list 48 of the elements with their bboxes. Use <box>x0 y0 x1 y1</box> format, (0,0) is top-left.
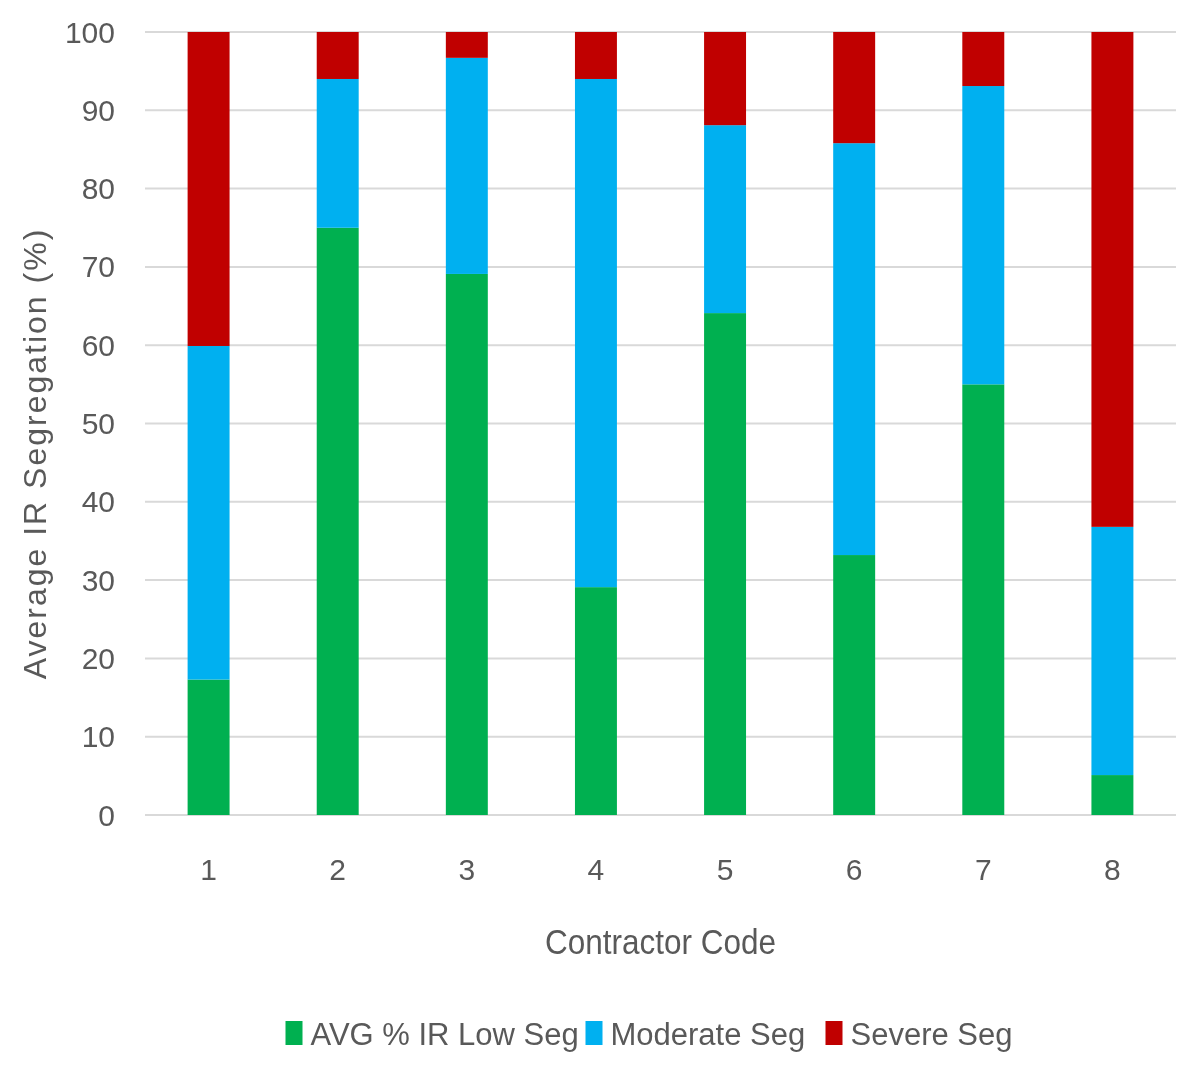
bar <box>316 78 359 228</box>
x-tick-label: 6 <box>845 853 863 886</box>
x-tick-label: 1 <box>200 853 217 886</box>
bar <box>574 587 617 815</box>
x-tick-label: 2 <box>329 853 347 886</box>
bar <box>833 143 876 556</box>
bar <box>1091 526 1134 776</box>
x-axis-title: Contractor Code <box>544 922 777 962</box>
bar <box>445 273 488 815</box>
y-tick-label: 0 <box>98 798 115 832</box>
y-tick-label: 60 <box>81 328 115 362</box>
bar <box>316 32 359 79</box>
bar <box>704 32 747 126</box>
bar <box>187 679 230 815</box>
bar <box>962 384 1005 815</box>
y-tick-label: 90 <box>81 93 115 127</box>
bar <box>187 32 230 346</box>
bar <box>574 78 617 588</box>
y-tick-label: 20 <box>81 641 115 675</box>
bar <box>316 227 359 815</box>
y-tick-label: 40 <box>81 485 115 519</box>
bar <box>962 32 1005 87</box>
bar <box>574 32 617 79</box>
y-axis-title: Average IR Segregation (%) <box>17 227 53 680</box>
y-tick-label: 50 <box>81 407 115 440</box>
bar <box>1091 775 1134 815</box>
legend-label: Severe Seg <box>850 1017 1013 1052</box>
bar <box>704 313 747 815</box>
y-tick-label: 30 <box>81 563 115 597</box>
bar <box>1091 32 1134 527</box>
y-tick-label: 100 <box>64 15 115 49</box>
y-tick-label: 10 <box>81 720 115 754</box>
y-tick-label: 70 <box>81 250 115 284</box>
bar <box>833 555 876 815</box>
x-tick-label: 3 <box>458 853 476 886</box>
legend-label: AVG % IR Low Seg <box>310 1017 579 1052</box>
x-tick-label: 5 <box>716 853 734 886</box>
bar <box>833 32 876 144</box>
bar <box>187 345 230 680</box>
bar <box>962 86 1005 385</box>
x-tick-label: 4 <box>587 853 605 886</box>
bar <box>445 57 488 274</box>
x-tick-label: 8 <box>1104 853 1121 886</box>
legend-label: Moderate Seg <box>610 1017 806 1052</box>
y-tick-label: 80 <box>81 172 115 206</box>
bar <box>445 32 488 58</box>
x-tick-label: 7 <box>974 853 992 886</box>
bar <box>704 125 747 314</box>
